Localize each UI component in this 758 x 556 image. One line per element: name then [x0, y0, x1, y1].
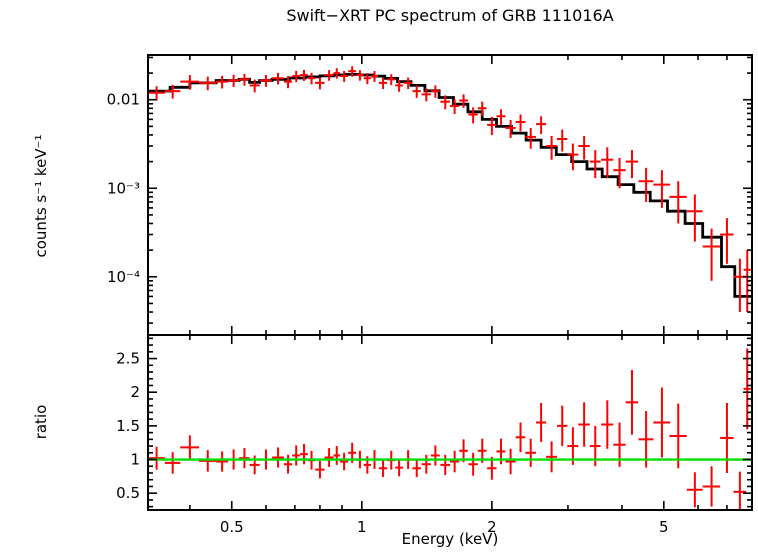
- tick-label: 0.01: [107, 91, 140, 109]
- y-axis-label-ratio: ratio: [32, 405, 50, 440]
- plot-title: Swift−XRT PC spectrum of GRB 111016A: [286, 6, 613, 25]
- tick-label: 10⁻⁴: [107, 268, 140, 286]
- top-panel-data: [148, 66, 752, 313]
- tick-label: 2: [130, 383, 140, 401]
- tick-label: 1: [357, 518, 367, 536]
- tick-label: 1.5: [116, 417, 140, 435]
- tick-label: 5: [659, 518, 669, 536]
- ratio-panel-frame: [147, 334, 753, 511]
- tick-label: 0.5: [220, 518, 244, 536]
- tick-label: 1: [130, 451, 140, 469]
- y-axis-label-counts: counts s⁻¹ keV⁻¹: [32, 135, 50, 258]
- tick-label: 2: [487, 518, 497, 536]
- tick-label: 2.5: [116, 350, 140, 368]
- x-axis-label: Energy (keV): [402, 530, 499, 548]
- tick-label: 10⁻³: [107, 179, 140, 197]
- ratio-panel-data: [148, 348, 752, 510]
- tick-label: 0.5: [116, 484, 140, 502]
